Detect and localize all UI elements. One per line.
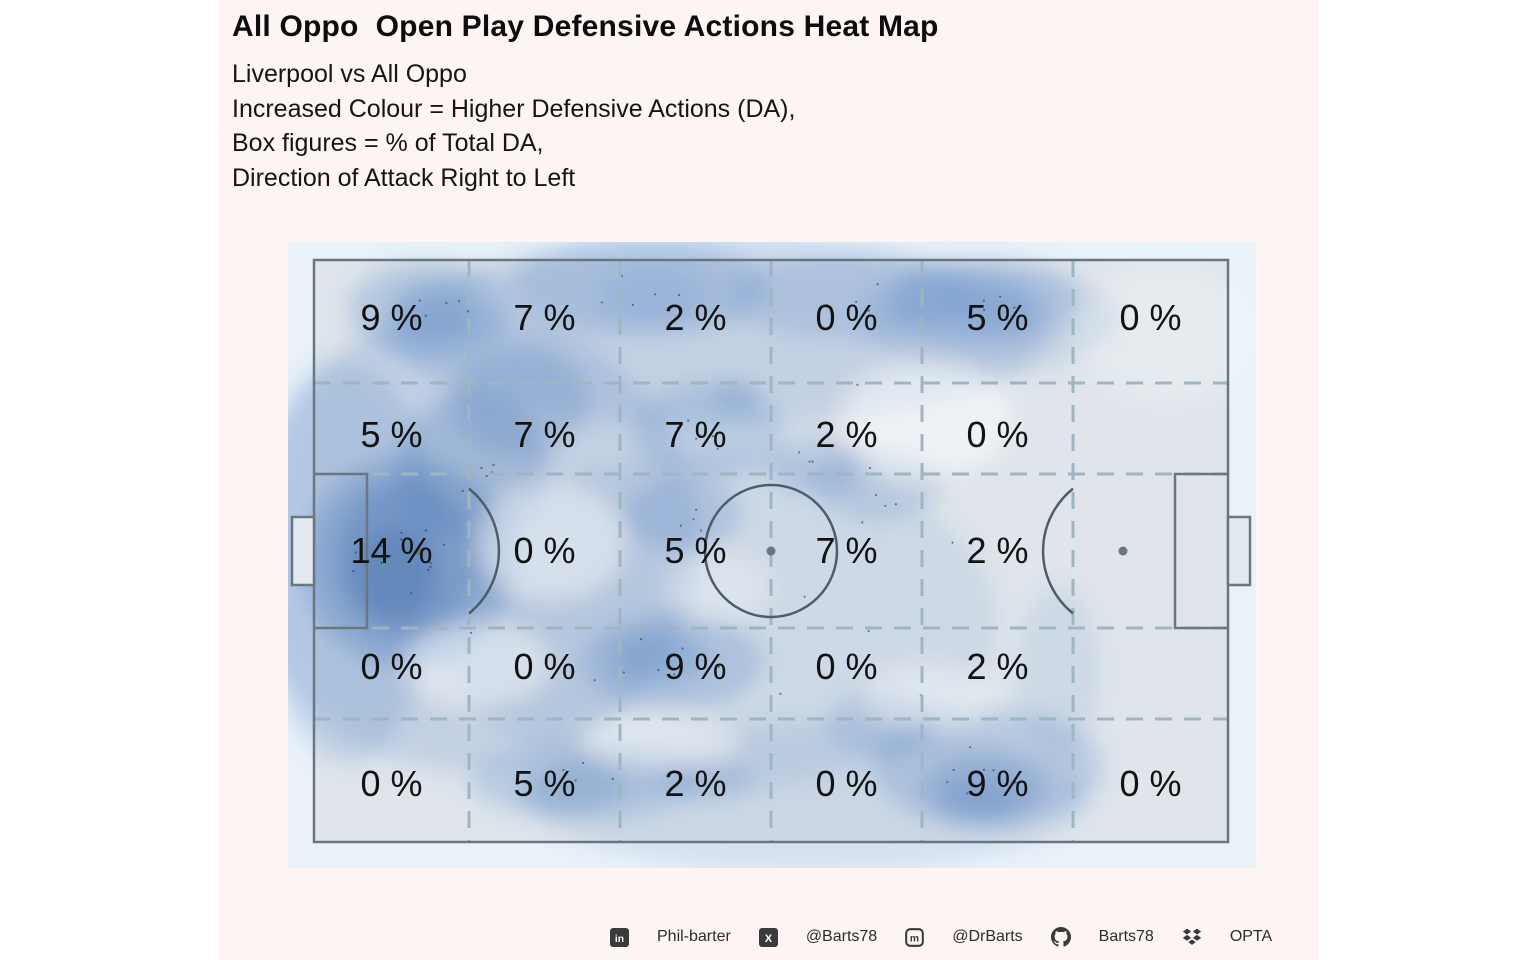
penalty-spot-left [415, 547, 423, 555]
centre-and-arcs [468, 483, 1074, 619]
six-yard-box-right [1173, 472, 1228, 630]
spots [415, 546, 1128, 556]
defensive-action-points [352, 275, 1017, 795]
zone-grid-lines [314, 260, 1228, 842]
dropbox-icon [1182, 928, 1202, 946]
github-icon [1050, 927, 1071, 947]
subtitle-line-1: Liverpool vs All Oppo [232, 60, 467, 88]
subtitle-line-3: Box figures = % of Total DA, [232, 129, 544, 157]
penalty-arc-right [1041, 487, 1074, 615]
mastodon-handle: @DrBarts [952, 928, 1023, 945]
x-handle: @Barts78 [805, 928, 878, 945]
svg-text:in: in [615, 933, 624, 944]
centre-circle [703, 483, 839, 619]
mastodon-icon: m [905, 927, 925, 947]
svg-text:X: X [765, 932, 773, 944]
goal-left [290, 515, 316, 587]
data-provider-label: OPTA [1229, 928, 1273, 945]
linkedin-handle: Phil-barter [657, 928, 731, 945]
github-handle: Barts78 [1098, 928, 1154, 945]
subtitle-line-2: Increased Colour = Higher Defensive Acti… [232, 95, 796, 123]
pitch-heatmap-plot [288, 242, 1256, 868]
pitch-markings [290, 258, 1252, 844]
centre-spot [766, 546, 776, 556]
penalty-spot-right [1118, 546, 1128, 556]
page-title: All Oppo Open Play Defensive Actions Hea… [232, 10, 939, 43]
footer-credits: in Phil-barter X @Barts78 m @DrBarts Bar… [610, 921, 1272, 953]
svg-text:m: m [910, 933, 919, 944]
six-yard-box-left [314, 472, 369, 630]
goal-right [1226, 515, 1252, 587]
pitch-svg [288, 242, 1256, 868]
subtitle-line-4: Direction of Attack Right to Left [232, 164, 576, 192]
linkedin-icon: in [610, 927, 629, 947]
x-icon: X [758, 927, 778, 947]
penalty-arc-left [468, 487, 501, 615]
